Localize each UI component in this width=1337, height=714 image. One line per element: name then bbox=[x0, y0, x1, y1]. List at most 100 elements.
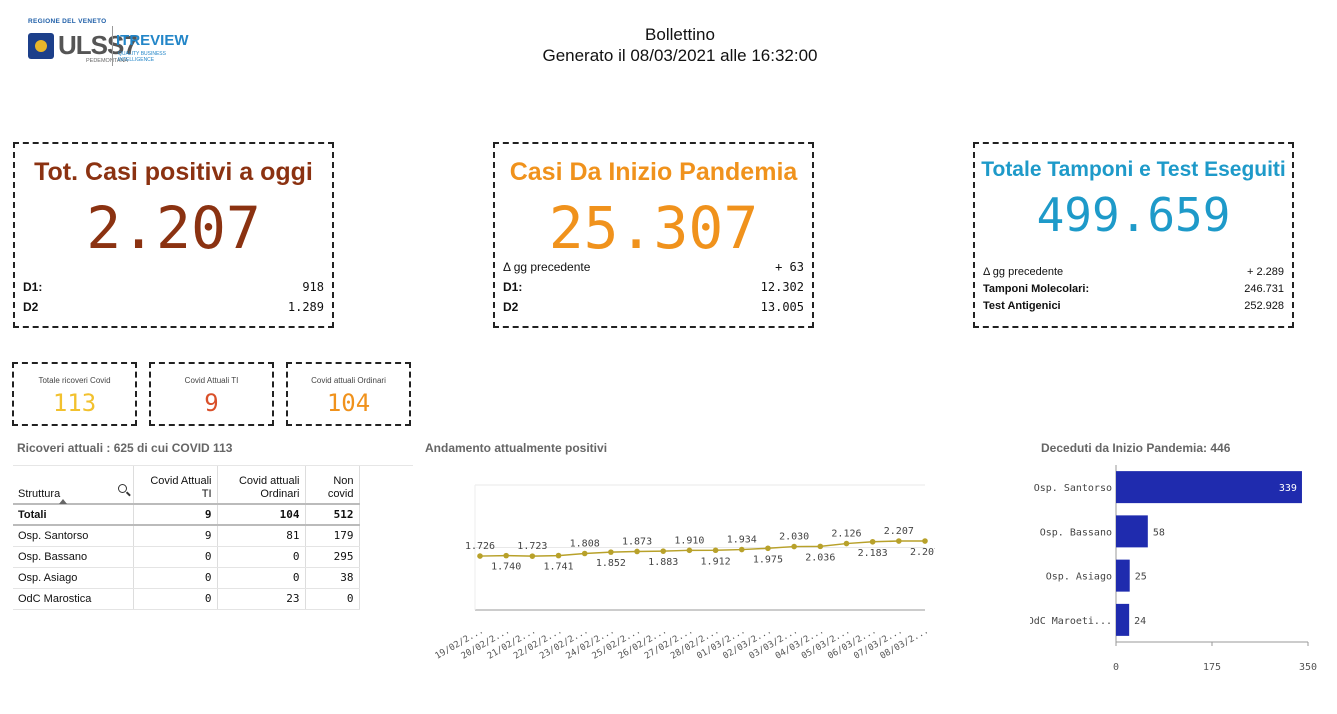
bar[interactable] bbox=[1116, 603, 1130, 636]
col-header-struttura[interactable]: Struttura bbox=[13, 466, 134, 505]
x-tick-label: 175 bbox=[1203, 662, 1221, 673]
data-label: 1.873 bbox=[622, 536, 652, 547]
data-label: 1.912 bbox=[701, 556, 731, 567]
kpi-row-label: Test Antigenici bbox=[983, 300, 1061, 312]
data-label: 2.126 bbox=[831, 529, 861, 540]
col-header-label: Covid attuali Ordinari bbox=[238, 475, 300, 500]
kpi-positivi-value: 2.207 bbox=[86, 194, 261, 262]
kpi-ricoveri-covid-card[interactable]: Totale ricoveri Covid 113 bbox=[12, 362, 137, 426]
kpi-row-value: 13.005 bbox=[760, 300, 804, 314]
table-cell: 512 bbox=[305, 504, 360, 526]
data-point[interactable] bbox=[817, 543, 824, 550]
table-cell: 104 bbox=[217, 504, 306, 526]
data-point[interactable] bbox=[869, 538, 876, 545]
table-row[interactable]: Osp. Santorso 9 81 179 bbox=[13, 525, 360, 547]
sort-ascending-icon[interactable] bbox=[59, 499, 67, 504]
table-header-row: Struttura Covid Attuali TI Covid attuali… bbox=[13, 466, 360, 505]
x-tick-label: 0 bbox=[1113, 662, 1119, 673]
data-point[interactable] bbox=[555, 552, 562, 559]
ricoveri-table: Struttura Covid Attuali TI Covid attuali… bbox=[13, 466, 360, 610]
table-row[interactable]: Osp. Bassano 0 0 295 bbox=[13, 546, 360, 568]
kpi-pandemia-row-d1: D1: 12.302 bbox=[503, 280, 804, 294]
kpi-covid-ti-card[interactable]: Covid Attuali TI 9 bbox=[149, 362, 274, 426]
kpi-row-label: D2 bbox=[503, 300, 519, 314]
itreview-logo: ITREVIEW bbox=[116, 32, 189, 49]
data-point[interactable] bbox=[712, 547, 719, 554]
data-point[interactable] bbox=[477, 553, 483, 559]
data-label: 1.934 bbox=[727, 535, 757, 546]
kpi-tamponi-value: 499.659 bbox=[1036, 188, 1231, 242]
logo-region-text: REGIONE DEL VENETO bbox=[28, 18, 107, 25]
col-header-label: Covid Attuali TI bbox=[150, 475, 212, 500]
data-point[interactable] bbox=[581, 550, 588, 557]
data-label: 25 bbox=[1135, 572, 1147, 583]
search-icon[interactable] bbox=[117, 484, 127, 493]
col-header-covid-ti[interactable]: Covid Attuali TI bbox=[133, 466, 218, 505]
series-line bbox=[479, 540, 925, 557]
data-point[interactable] bbox=[738, 546, 745, 553]
data-label: 2.036 bbox=[805, 552, 835, 563]
bar[interactable] bbox=[1116, 515, 1148, 548]
kpi-row-value: 918 bbox=[302, 280, 324, 294]
data-point[interactable] bbox=[686, 547, 693, 554]
mini-kpi-value: 9 bbox=[204, 389, 219, 417]
kpi-pandemia-row-d2: D2 13.005 bbox=[503, 300, 804, 314]
col-header-covid-ordinari[interactable]: Covid attuali Ordinari bbox=[217, 466, 306, 505]
bar[interactable] bbox=[1116, 559, 1130, 592]
kpi-pandemia-card[interactable]: Casi Da Inizio Pandemia 25.307 Δ gg prec… bbox=[493, 142, 814, 328]
data-label: 1.975 bbox=[753, 554, 783, 565]
category-label: OdC Maroeti... bbox=[1030, 616, 1112, 627]
bar-chart[interactable]: Osp. Santorso 339 Osp. Bassano 58 Osp. Asiag… bbox=[1030, 460, 1330, 680]
data-label: 1.723 bbox=[517, 541, 547, 552]
kpi-row-value: 246.731 bbox=[1244, 283, 1284, 295]
table-cell: 179 bbox=[305, 525, 360, 547]
data-point[interactable] bbox=[922, 538, 928, 544]
mini-kpi-title: Covid Attuali TI bbox=[184, 376, 239, 385]
table-cell: Totali bbox=[13, 504, 134, 526]
table-totals-row: Totali 9 104 512 bbox=[13, 504, 360, 526]
data-label: 1.883 bbox=[648, 557, 678, 568]
kpi-tamponi-card[interactable]: Totale Tamponi e Test Eseguiti 499.659 Δ… bbox=[973, 142, 1294, 328]
logo-ulss-sub: PEDEMONTANA bbox=[86, 58, 129, 64]
line-chart-title: Andamento attualmente positivi bbox=[425, 441, 608, 455]
bar-chart-title: Deceduti da Inizio Pandemia: 446 bbox=[1041, 441, 1231, 455]
bar[interactable] bbox=[1116, 471, 1302, 504]
data-label: 1.910 bbox=[674, 535, 704, 546]
kpi-row-label: Δ gg precedente bbox=[983, 266, 1064, 278]
kpi-row-value: 252.928 bbox=[1244, 300, 1284, 312]
kpi-covid-ordinari-card[interactable]: Covid attuali Ordinari 104 bbox=[286, 362, 411, 426]
category-label: Osp. Santorso bbox=[1034, 483, 1112, 494]
data-label: 1.741 bbox=[543, 562, 573, 573]
kpi-positivi-row-d2: D2 1.289 bbox=[23, 300, 324, 314]
line-chart[interactable]: 1.72619/02/2...1.74020/02/2...1.72321/02… bbox=[425, 460, 935, 685]
col-header-non-covid[interactable]: Non covid bbox=[305, 466, 360, 505]
data-point[interactable] bbox=[634, 548, 640, 555]
table-cell: 0 bbox=[217, 546, 306, 568]
data-point[interactable] bbox=[791, 543, 797, 550]
data-point[interactable] bbox=[529, 553, 536, 559]
kpi-tamponi-row-molecolari: Tamponi Molecolari: 246.731 bbox=[983, 283, 1284, 295]
table-row[interactable]: OdC Marostica 0 23 0 bbox=[13, 588, 360, 610]
mini-kpi-title: Covid attuali Ordinari bbox=[311, 376, 386, 385]
kpi-row-label: Δ gg precedente bbox=[503, 260, 591, 274]
kpi-tamponi-title: Totale Tamponi e Test Eseguiti bbox=[981, 158, 1286, 181]
category-label: Osp. Asiago bbox=[1046, 572, 1112, 583]
data-label: 2.030 bbox=[779, 532, 809, 543]
table-cell: 9 bbox=[133, 504, 218, 526]
table-row[interactable]: Osp. Asiago 0 0 38 bbox=[13, 567, 360, 589]
logo-ulss-text: ULSS7 bbox=[58, 30, 138, 60]
data-point[interactable] bbox=[503, 552, 509, 559]
kpi-row-label: Tamponi Molecolari: bbox=[983, 283, 1090, 295]
data-point[interactable] bbox=[843, 540, 850, 547]
kpi-positivi-card[interactable]: Tot. Casi positivi a oggi 2.207 D1: 918 … bbox=[13, 142, 334, 328]
col-header-label: Non covid bbox=[327, 475, 354, 500]
kpi-tamponi-row-antigenici: Test Antigenici 252.928 bbox=[983, 300, 1284, 312]
data-label: 1.726 bbox=[465, 541, 495, 552]
mini-kpi-value: 113 bbox=[52, 389, 97, 417]
data-point[interactable] bbox=[896, 538, 902, 544]
data-point[interactable] bbox=[765, 545, 771, 552]
col-header-label: Struttura bbox=[18, 488, 61, 500]
data-label: 58 bbox=[1153, 527, 1165, 538]
data-point[interactable] bbox=[660, 548, 667, 554]
data-point[interactable] bbox=[608, 549, 614, 555]
